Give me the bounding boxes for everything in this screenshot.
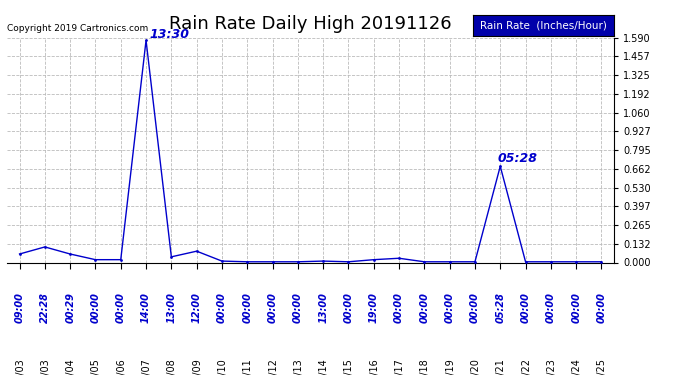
Text: 11/25: 11/25 xyxy=(596,357,607,375)
Text: 13:00: 13:00 xyxy=(166,292,177,322)
Text: 11/12: 11/12 xyxy=(268,357,277,375)
Text: 13:00: 13:00 xyxy=(318,292,328,322)
Text: 13:30: 13:30 xyxy=(150,27,190,40)
Text: 11/11: 11/11 xyxy=(242,357,253,375)
Text: 11/18: 11/18 xyxy=(420,357,429,375)
Text: 11/24: 11/24 xyxy=(571,357,581,375)
Text: 00:29: 00:29 xyxy=(65,292,75,322)
Text: 19:00: 19:00 xyxy=(368,292,379,322)
Text: 00:00: 00:00 xyxy=(520,292,531,322)
Text: 00:00: 00:00 xyxy=(571,292,581,322)
Text: 11/20: 11/20 xyxy=(470,357,480,375)
Text: 00:00: 00:00 xyxy=(444,292,455,322)
Text: Rain Rate  (Inches/Hour): Rain Rate (Inches/Hour) xyxy=(480,20,607,30)
Text: 11/08: 11/08 xyxy=(166,357,177,375)
Text: 11/07: 11/07 xyxy=(141,357,151,375)
Text: 11/22: 11/22 xyxy=(520,357,531,375)
Text: 05:28: 05:28 xyxy=(495,292,505,322)
Text: 00:00: 00:00 xyxy=(90,292,101,322)
Text: 11/06: 11/06 xyxy=(116,357,126,375)
Text: 00:00: 00:00 xyxy=(116,292,126,322)
Text: 11/13: 11/13 xyxy=(293,357,303,375)
Text: 11/03: 11/03 xyxy=(40,357,50,375)
Text: 00:00: 00:00 xyxy=(470,292,480,322)
Text: 00:00: 00:00 xyxy=(420,292,429,322)
Text: 11/03: 11/03 xyxy=(14,357,25,375)
Text: 11/10: 11/10 xyxy=(217,357,227,375)
Text: 11/19: 11/19 xyxy=(444,357,455,375)
Text: 09:00: 09:00 xyxy=(14,292,25,322)
Text: 11/09: 11/09 xyxy=(192,357,201,375)
Text: Copyright 2019 Cartronics.com: Copyright 2019 Cartronics.com xyxy=(7,24,148,33)
Text: 00:00: 00:00 xyxy=(242,292,253,322)
Text: 12:00: 12:00 xyxy=(192,292,201,322)
Text: 14:00: 14:00 xyxy=(141,292,151,322)
Text: 11/04: 11/04 xyxy=(65,357,75,375)
Text: 22:28: 22:28 xyxy=(40,292,50,322)
Text: 00:00: 00:00 xyxy=(394,292,404,322)
Text: 11/21: 11/21 xyxy=(495,357,505,375)
Text: 11/15: 11/15 xyxy=(344,357,353,375)
Text: 11/05: 11/05 xyxy=(90,357,101,375)
Text: 00:00: 00:00 xyxy=(344,292,353,322)
Text: 05:28: 05:28 xyxy=(497,152,538,165)
Text: 00:00: 00:00 xyxy=(546,292,556,322)
Text: 00:00: 00:00 xyxy=(217,292,227,322)
Text: 11/17: 11/17 xyxy=(394,357,404,375)
Text: 00:00: 00:00 xyxy=(596,292,607,322)
Text: 00:00: 00:00 xyxy=(268,292,277,322)
Title: Rain Rate Daily High 20191126: Rain Rate Daily High 20191126 xyxy=(169,15,452,33)
Text: 00:00: 00:00 xyxy=(293,292,303,322)
Text: 11/14: 11/14 xyxy=(318,357,328,375)
Text: 11/23: 11/23 xyxy=(546,357,556,375)
Text: 11/16: 11/16 xyxy=(368,357,379,375)
